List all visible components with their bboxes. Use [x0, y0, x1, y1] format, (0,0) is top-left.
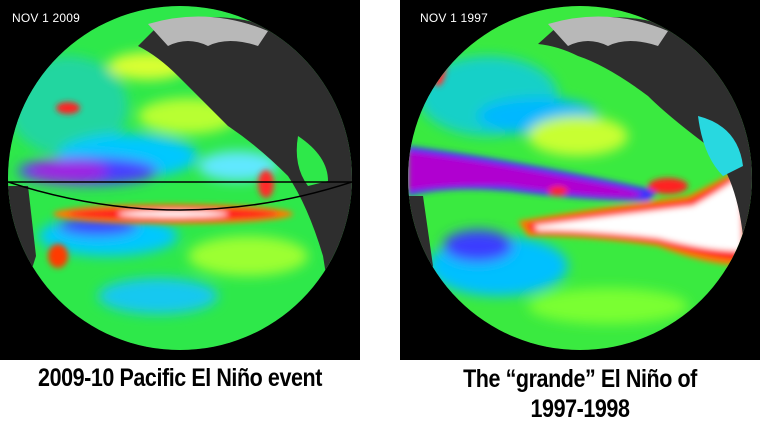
globe-panel-1997: NOV 1 1997 [400, 0, 760, 360]
caption-1997: The “grande” El Niño of 1997-1998 [425, 364, 735, 424]
caption-line: 1997-1998 [530, 395, 630, 423]
date-label: NOV 1 1997 [420, 11, 489, 25]
sea-surface-height-globe [408, 6, 752, 350]
globe-map [8, 6, 352, 350]
globe-map [408, 6, 752, 350]
caption-line: The “grande” El Niño of [463, 365, 697, 393]
sea-surface-height-globe [8, 6, 352, 350]
caption-2009: 2009-10 Pacific El Niño event [25, 364, 335, 393]
date-label: NOV 1 2009 [12, 11, 81, 25]
globe-panel-2009: NOV 1 2009 [0, 0, 360, 360]
caption-line: 2009-10 Pacific El Niño event [38, 364, 322, 392]
